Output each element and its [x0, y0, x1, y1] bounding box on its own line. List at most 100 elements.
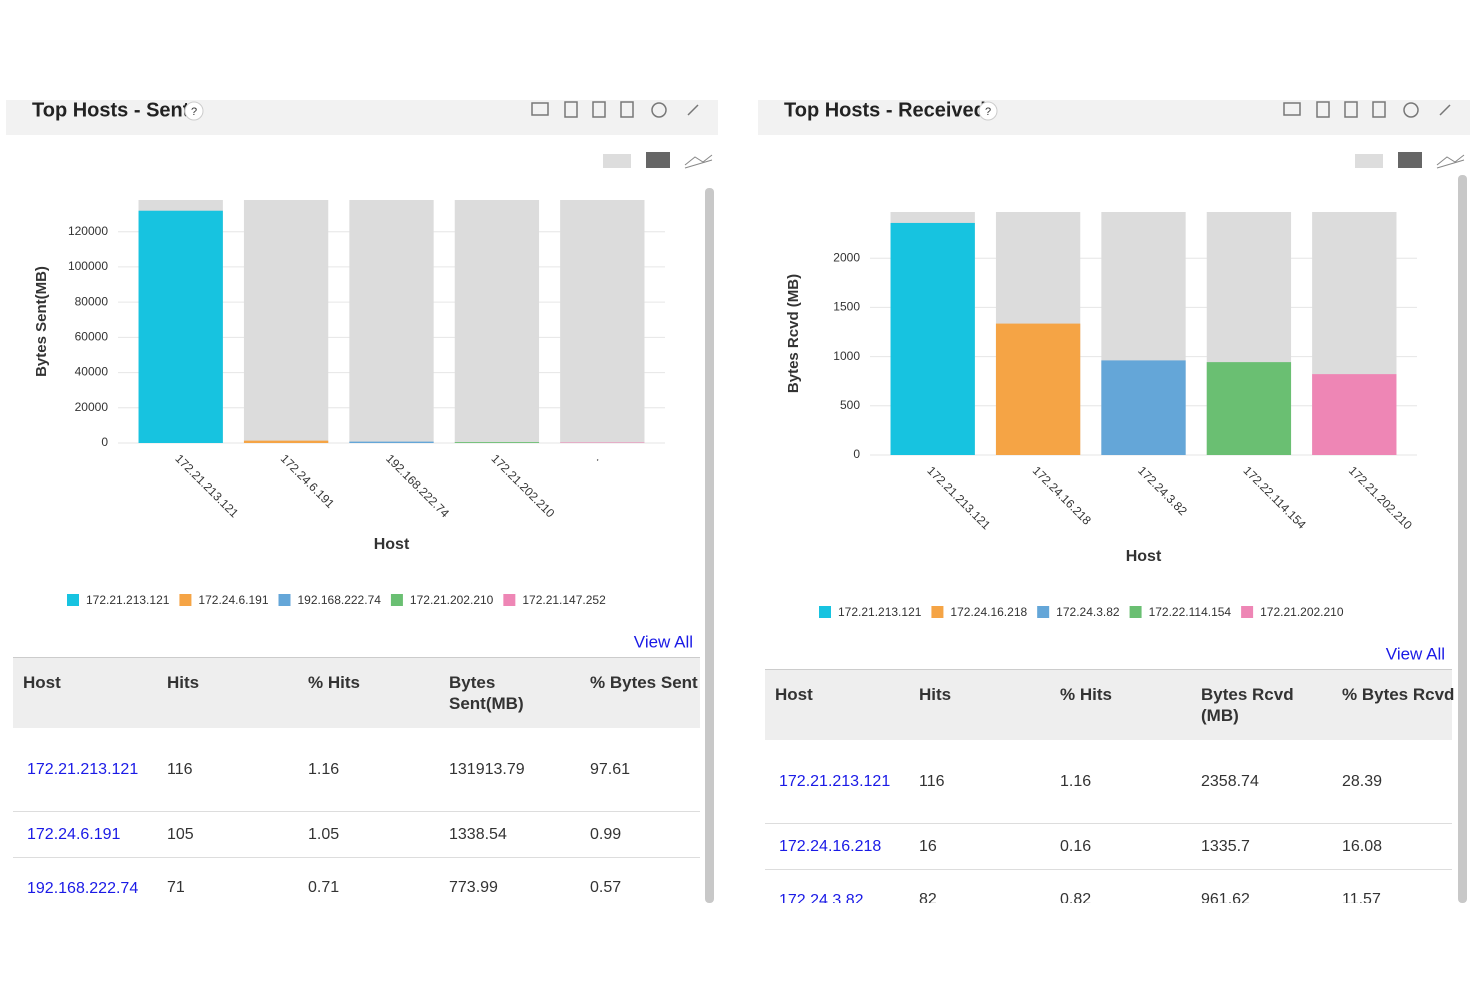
area-icon[interactable] [1355, 154, 1383, 168]
help-text[interactable]: ? [191, 106, 197, 118]
legend-swatch [278, 594, 291, 606]
table-row: 192.168.222.74 71 0.71 773.99 0.57 [13, 858, 700, 903]
panel-title: Top Hosts - Sent [32, 99, 190, 121]
panel-title: Top Hosts - Received [784, 99, 986, 121]
host-link[interactable]: 172.24.3.82 [779, 891, 864, 904]
table-header: Host Hits % Hits Bytes Rcvd (MB) % Bytes Rcv… [765, 669, 1454, 740]
x-tick-label: 172.22.114.154 [1241, 463, 1309, 531]
host-link[interactable]: 172.21.213.121 [779, 773, 891, 790]
table-cell: 16 [919, 837, 937, 855]
legend-label: 192.168.222.74 [298, 593, 382, 607]
charts: Top Hosts - Sent ? Top Hosts - Received … [6, 99, 1470, 903]
bar-icon[interactable] [646, 152, 670, 168]
table-cell: 71 [167, 879, 185, 896]
table-cell: 0.57 [590, 879, 622, 896]
expand-icon[interactable] [1439, 104, 1451, 116]
csv-icon[interactable] [592, 101, 606, 118]
bar [560, 442, 645, 443]
table-cell: 116 [919, 772, 945, 790]
y-tick-label: 80000 [75, 294, 109, 308]
bar [349, 441, 434, 443]
legend-swatch [931, 606, 944, 618]
line-icon[interactable] [684, 154, 713, 169]
bar-background [454, 200, 540, 443]
legend-swatch [1241, 606, 1254, 618]
x-tick-label: 172.24.16.218 [1030, 463, 1094, 527]
refresh-icon[interactable] [651, 102, 667, 118]
bar [1101, 360, 1186, 455]
x-tick-label: 172.21.202.210 [1346, 463, 1415, 532]
bar [1312, 374, 1397, 455]
xls-icon[interactable] [620, 101, 634, 118]
y-tick-label: 500 [840, 398, 860, 412]
bar [995, 323, 1081, 455]
csv-icon[interactable] [1344, 101, 1358, 118]
legend-label: 172.24.16.218 [950, 605, 1027, 619]
y-tick-label: 0 [101, 435, 108, 449]
panel-header: Top Hosts - Received ? [758, 99, 1470, 903]
bar [890, 222, 975, 455]
y-axis-title: Bytes Sent(MB) [33, 266, 50, 377]
y-tick-label: 120000 [68, 224, 108, 238]
y-tick-label: 1000 [833, 349, 860, 363]
y-tick-label: 20000 [75, 400, 109, 414]
expand-icon[interactable] [687, 104, 699, 116]
area-icon[interactable] [603, 154, 631, 168]
line-icon[interactable] [1436, 154, 1465, 169]
refresh-icon[interactable] [1403, 102, 1419, 118]
bar [1206, 362, 1292, 455]
view-all-link[interactable]: View All [1386, 644, 1445, 663]
table-cell: 773.99 [449, 879, 498, 896]
header-cell: % Bytes Rcvd [1342, 685, 1455, 704]
legend-swatch [179, 594, 192, 606]
table-cell: 2358.74 [1201, 772, 1259, 790]
legend-swatch [819, 606, 831, 618]
table-cell: 97.61 [590, 760, 631, 778]
xls-icon[interactable] [1372, 101, 1386, 118]
x-tick-label: 172.24.6.191 [278, 451, 338, 511]
host-link[interactable]: 172.24.16.218 [779, 838, 882, 855]
scrollbar[interactable] [705, 188, 714, 903]
help-icon[interactable] [184, 101, 204, 121]
help-icon[interactable] [978, 101, 998, 121]
host-link[interactable]: 172.21.213.121 [27, 761, 139, 778]
header-cell: Host [775, 685, 813, 704]
table-cell: 131913.79 [449, 760, 525, 778]
legend-swatch [67, 594, 79, 606]
legend-label: 172.24.6.191 [198, 593, 268, 607]
y-tick-label: 1500 [833, 300, 860, 314]
bar-background [243, 200, 329, 443]
mail-icon[interactable] [531, 102, 549, 116]
legend-label: 172.21.213.121 [838, 605, 922, 619]
help-text[interactable]: ? [985, 106, 991, 118]
y-tick-label: 100000 [68, 259, 108, 273]
table-row: 172.21.213.121 116 1.16 131913.79 97.61 [13, 728, 700, 812]
data-table: Host Hits % Hits Bytes Sent(MB) % Bytes Sent… [13, 657, 700, 903]
pdf-icon[interactable] [564, 101, 578, 118]
table-cell: 82 [919, 891, 937, 903]
toolbar [531, 101, 699, 118]
bar-icon[interactable] [1398, 152, 1422, 168]
mail-icon[interactable] [1283, 102, 1301, 116]
y-tick-label: 2000 [833, 250, 860, 264]
x-tick-label: 172.21.213.121 [172, 451, 241, 520]
header-cell: Hits [919, 685, 952, 704]
header-cell: Hits [167, 673, 200, 692]
host-link[interactable]: 172.24.6.191 [27, 826, 121, 843]
legend-label: 172.22.114.154 [1149, 605, 1232, 619]
view-all-link[interactable]: View All [634, 632, 693, 651]
legend-label: 172.21.202.210 [410, 593, 494, 607]
host-link[interactable]: 192.168.222.74 [27, 879, 139, 897]
pdf-icon[interactable] [1316, 101, 1330, 118]
table-cell: 0.99 [590, 825, 622, 843]
scrollbar[interactable] [1458, 175, 1467, 903]
bar [138, 210, 223, 443]
header-cell: % Bytes Sent [590, 673, 698, 692]
x-axis-title: Host [374, 536, 410, 553]
legend-swatch [503, 594, 516, 606]
legend-label: 172.21.202.210 [1260, 605, 1344, 619]
header-cell: Bytes Rcvd (MB) [1201, 685, 1294, 725]
header-cell: Bytes Sent(MB) [449, 673, 524, 713]
table-row: 172.24.6.191 105 1.05 1338.54 0.99 [13, 812, 700, 858]
